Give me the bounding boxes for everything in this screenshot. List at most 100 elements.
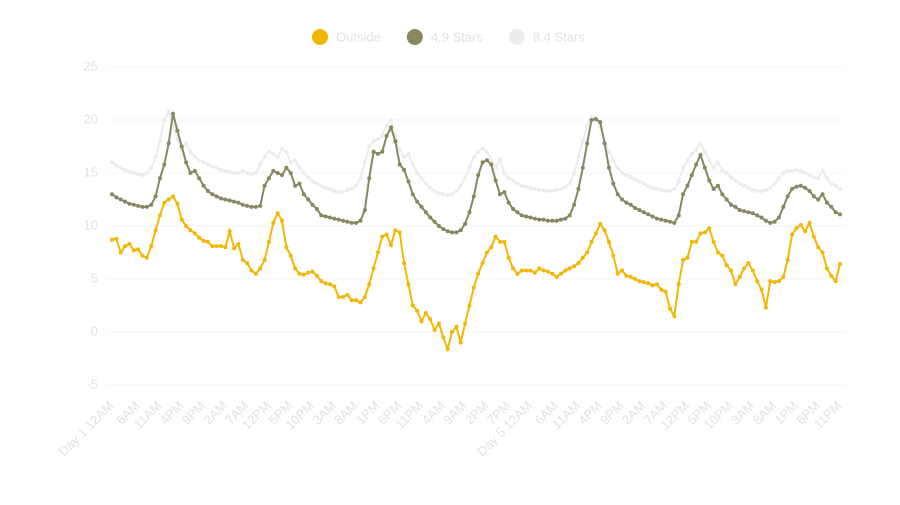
- data-point: [354, 183, 359, 188]
- data-point: [480, 146, 485, 151]
- data-point: [567, 266, 572, 271]
- data-point: [689, 173, 694, 178]
- data-point: [258, 162, 263, 167]
- data-point: [493, 178, 498, 183]
- data-point: [798, 183, 803, 188]
- data-point: [171, 194, 176, 199]
- data-point: [807, 173, 812, 178]
- data-point: [184, 160, 189, 165]
- data-point: [650, 214, 655, 219]
- data-point: [641, 181, 646, 186]
- data-point: [768, 185, 773, 190]
- legend-label: 4.9 Stars: [431, 29, 484, 44]
- data-point: [153, 194, 158, 199]
- data-point: [388, 118, 393, 122]
- data-point: [236, 200, 241, 205]
- data-point: [672, 220, 677, 225]
- data-point: [214, 244, 219, 249]
- data-point: [654, 282, 659, 287]
- data-point: [144, 171, 149, 175]
- data-point: [580, 165, 585, 170]
- data-point: [585, 250, 590, 255]
- data-point: [637, 179, 642, 184]
- data-point: [506, 200, 511, 205]
- data-point: [589, 114, 594, 119]
- data-point: [397, 147, 402, 152]
- data-point: [554, 187, 559, 192]
- data-point: [572, 264, 577, 269]
- data-point: [262, 155, 267, 160]
- data-point: [720, 192, 725, 197]
- data-point: [563, 184, 568, 189]
- data-point: [297, 165, 302, 170]
- data-point: [737, 274, 742, 279]
- legend-label: Outside: [336, 29, 381, 44]
- data-point: [615, 165, 620, 170]
- data-point: [480, 261, 485, 266]
- data-point: [406, 151, 411, 156]
- data-point: [445, 346, 450, 351]
- data-point: [131, 248, 136, 253]
- data-point: [306, 197, 311, 202]
- data-point: [493, 165, 498, 170]
- data-point: [306, 175, 311, 180]
- data-point: [833, 279, 838, 284]
- data-point: [149, 244, 154, 249]
- data-point: [794, 167, 799, 172]
- data-point: [532, 270, 537, 275]
- data-point: [659, 187, 664, 192]
- data-point: [667, 189, 672, 194]
- data-point: [136, 172, 141, 177]
- data-point: [341, 295, 346, 300]
- data-point: [650, 283, 655, 288]
- data-point: [484, 250, 489, 255]
- data-point: [545, 269, 550, 274]
- data-point: [545, 189, 550, 194]
- y-tick-label: 5: [91, 270, 98, 285]
- data-point: [624, 273, 629, 278]
- data-point: [463, 221, 468, 226]
- y-tick-label: 10: [84, 217, 98, 232]
- data-point: [541, 187, 546, 192]
- data-point: [781, 274, 786, 279]
- data-point: [271, 220, 276, 225]
- data-point: [367, 176, 372, 181]
- data-point: [406, 282, 411, 287]
- data-point: [114, 195, 119, 200]
- data-point: [114, 236, 119, 241]
- data-point: [240, 257, 245, 262]
- data-point: [519, 183, 524, 188]
- data-point: [384, 123, 389, 128]
- data-point: [388, 125, 393, 130]
- data-point: [362, 160, 367, 165]
- data-point: [327, 282, 332, 287]
- data-point: [218, 244, 223, 249]
- data-point: [672, 314, 677, 319]
- data-point: [271, 168, 276, 173]
- data-point: [323, 185, 328, 190]
- data-point: [611, 253, 616, 258]
- data-point: [702, 165, 707, 170]
- data-point: [454, 189, 459, 194]
- data-point: [838, 186, 842, 191]
- data-point: [781, 171, 786, 175]
- data-point: [537, 187, 542, 192]
- data-point: [227, 229, 232, 234]
- data-point: [419, 204, 424, 209]
- data-point: [293, 158, 298, 163]
- data-point: [410, 303, 415, 308]
- data-point: [406, 179, 411, 184]
- data-point: [415, 171, 420, 175]
- data-point: [327, 215, 332, 220]
- data-point: [502, 171, 507, 175]
- y-tick-label: 0: [91, 323, 98, 338]
- data-point: [750, 187, 755, 192]
- legend-marker: [312, 29, 328, 45]
- data-point: [615, 192, 620, 197]
- data-point: [729, 202, 734, 207]
- data-point: [310, 179, 315, 184]
- data-point: [319, 183, 324, 188]
- data-point: [524, 214, 529, 219]
- data-point: [790, 232, 795, 237]
- data-point: [550, 189, 555, 194]
